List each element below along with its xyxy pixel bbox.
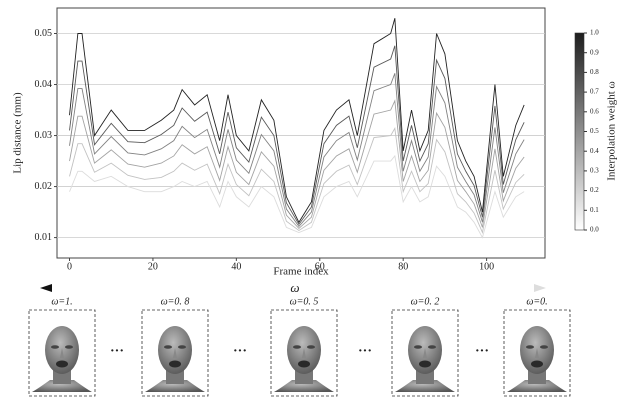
colorbar-tick-label: 0.3 <box>590 167 599 175</box>
colorbar-tick-label: 0.0 <box>590 226 599 234</box>
colorbar-label: Interpolation weight ω <box>606 81 618 181</box>
x-tick-label: 40 <box>231 261 241 272</box>
ellipsis: ··· <box>475 344 489 359</box>
arrow-head <box>534 284 546 292</box>
plot-frame <box>56 7 546 259</box>
ellipsis: ··· <box>358 344 372 359</box>
face-strip: ω=1. ω=0. 8 ω=0. 5 ω=0. 2 ω=0. <box>28 296 571 397</box>
face <box>32 326 92 392</box>
panel-label: ω=0. 8 <box>161 296 190 307</box>
face <box>145 326 205 392</box>
x-tick-label: 60 <box>315 261 325 272</box>
series-line <box>69 99 525 230</box>
panel-frame <box>141 309 209 397</box>
panel-frame <box>270 309 338 397</box>
x-axis-label: Frame index <box>273 266 329 278</box>
ellipsis: ··· <box>233 344 247 359</box>
series-line <box>69 154 525 239</box>
x-tick-label: 0 <box>67 261 72 272</box>
omega-symbol: ω <box>290 280 299 295</box>
colorbar-tick-label: 0.2 <box>590 186 599 194</box>
ellipses: ··· ··· ··· ··· <box>110 344 489 359</box>
face <box>507 326 567 392</box>
panel-label: ω=0. 5 <box>290 296 319 307</box>
colorbar-tick-label: 0.8 <box>590 68 599 76</box>
y-tick-label: 0.05 <box>35 28 53 39</box>
colorbar-tick-label: 0.5 <box>590 127 599 135</box>
panel-frame <box>28 309 96 397</box>
ellipsis: ··· <box>110 344 124 359</box>
colorbar <box>574 32 585 231</box>
series-line <box>69 73 525 228</box>
y-tick-label: 0.04 <box>35 79 53 90</box>
panel-label: ω=0. <box>526 296 547 307</box>
x-tick-label: 80 <box>398 261 408 272</box>
face <box>395 326 455 392</box>
colorbar-tick-label: 1.0 <box>590 29 599 37</box>
panel-label: ω=1. <box>51 296 72 307</box>
face <box>274 326 334 392</box>
colorbar-tick-label: 0.9 <box>590 48 599 56</box>
plot <box>56 7 546 259</box>
y-tick-label: 0.03 <box>35 130 53 141</box>
panel-frame <box>503 309 571 397</box>
colorbar-tick-label: 0.7 <box>590 88 599 96</box>
colorbar-tick-label: 0.6 <box>590 107 599 115</box>
y-tick-label: 0.02 <box>35 181 53 192</box>
x-tick-label: 100 <box>479 261 494 272</box>
panel-label: ω=0. 2 <box>411 296 440 307</box>
colorbar-tick-label: 0.4 <box>590 147 599 155</box>
panel-frame <box>391 309 459 397</box>
x-tick-label: 20 <box>148 261 158 272</box>
colorbar-tick-label: 0.1 <box>590 206 599 214</box>
series-line <box>69 18 525 224</box>
series-line <box>69 45 525 226</box>
arrow-head <box>40 284 52 292</box>
symbol-bg <box>286 281 304 295</box>
y-tick-label: 0.01 <box>35 232 53 243</box>
series-line <box>69 127 525 234</box>
y-axis-label: Lip distance (mm) <box>12 92 24 174</box>
